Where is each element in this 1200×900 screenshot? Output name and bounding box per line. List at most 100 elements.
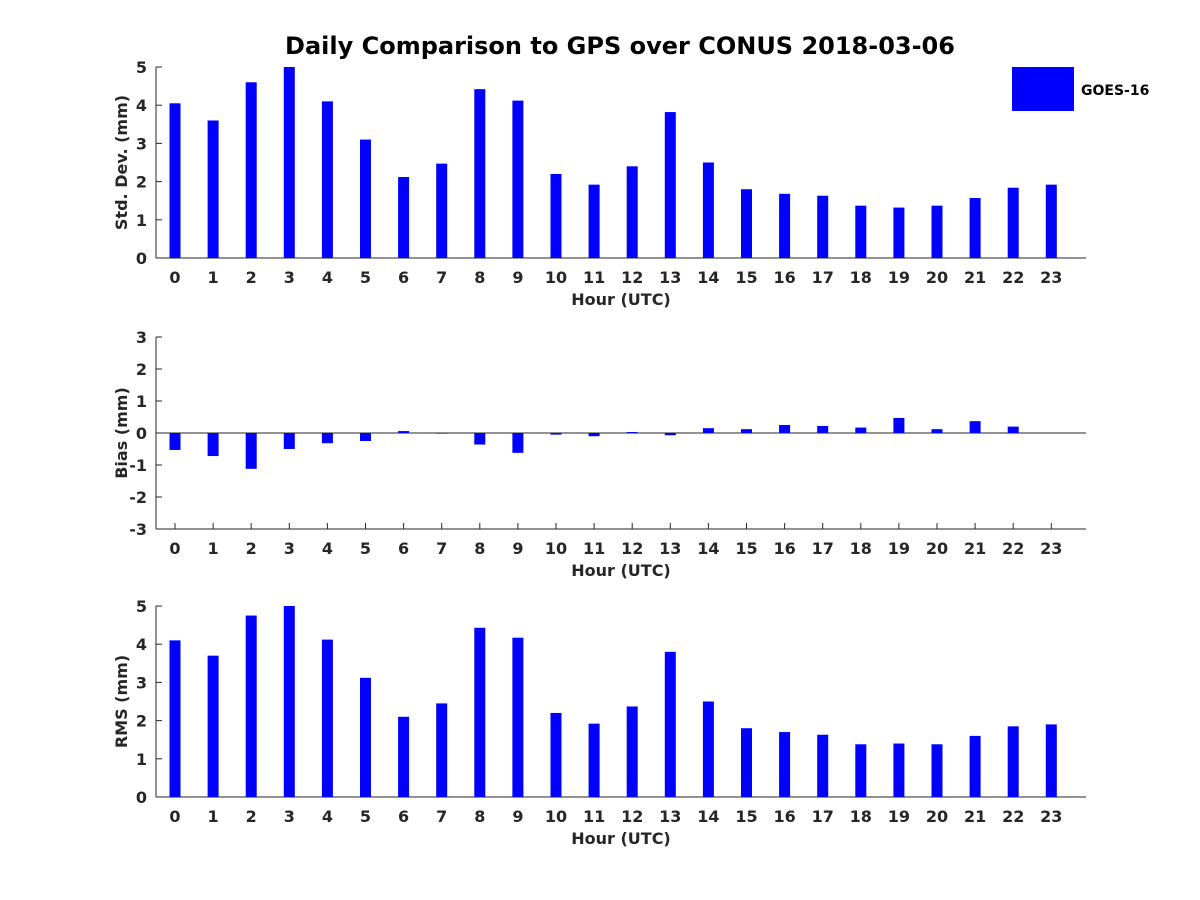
- x-tick-label: 15: [735, 539, 757, 558]
- x-tick-label: 4: [322, 539, 333, 558]
- y-tick-label: 4: [136, 635, 147, 654]
- x-tick-label: 5: [360, 539, 371, 558]
- x-tick-label: 12: [621, 539, 643, 558]
- bar-hour-6: [398, 716, 410, 797]
- x-tick-label: 17: [812, 268, 834, 287]
- bar-hour-16: [779, 425, 791, 433]
- bar-hour-12: [626, 706, 638, 797]
- x-tick-label: 13: [659, 268, 681, 287]
- bar-hour-21: [969, 198, 981, 258]
- bar-hour-22: [1007, 726, 1019, 797]
- bar-hour-13: [664, 112, 676, 259]
- bar-hour-19: [893, 743, 905, 797]
- bar-hour-9: [512, 433, 524, 453]
- bar-hour-16: [779, 193, 791, 258]
- y-tick-label: 0: [136, 788, 147, 807]
- bar-hour-2: [245, 82, 257, 258]
- bar-hour-1: [207, 120, 219, 258]
- bar-hour-9: [512, 100, 524, 258]
- bar-hour-7: [436, 163, 448, 258]
- x-tick-label: 22: [1002, 268, 1024, 287]
- bar-hour-2: [245, 615, 257, 797]
- x-tick-label: 5: [360, 268, 371, 287]
- y-axis-label: RMS (mm): [112, 655, 131, 748]
- x-tick-label: 3: [284, 807, 295, 826]
- x-tick-label: 8: [474, 539, 485, 558]
- bar-hour-6: [398, 431, 410, 433]
- x-tick-label: 14: [697, 539, 719, 558]
- bar-hour-19: [893, 207, 905, 258]
- x-tick-label: 0: [169, 807, 180, 826]
- y-tick-label: 1: [136, 750, 147, 769]
- bar-hour-18: [855, 205, 867, 258]
- bar-hour-6: [398, 177, 410, 258]
- bar-hour-13: [664, 651, 676, 797]
- x-tick-label: 6: [398, 268, 409, 287]
- bar-hour-20: [931, 205, 943, 258]
- x-axis-label: Hour (UTC): [571, 290, 671, 309]
- x-tick-label: 10: [545, 268, 567, 287]
- bar-hour-23: [1045, 184, 1057, 258]
- y-axis-label: Std. Dev. (mm): [112, 95, 131, 230]
- x-tick-label: 2: [246, 539, 257, 558]
- bar-hour-20: [931, 429, 943, 433]
- y-tick-label: 0: [136, 249, 147, 268]
- bar-hour-8: [474, 89, 486, 258]
- y-axis-label: Bias (mm): [112, 387, 131, 479]
- y-tick-label: 3: [136, 328, 147, 347]
- x-tick-label: 1: [208, 807, 219, 826]
- bar-hour-18: [855, 744, 867, 797]
- y-tick-label: -2: [129, 488, 147, 507]
- x-tick-label: 21: [964, 807, 986, 826]
- bar-hour-21: [969, 735, 981, 797]
- x-tick-label: 0: [169, 539, 180, 558]
- y-tick-label: 3: [136, 134, 147, 153]
- x-tick-label: 1: [208, 539, 219, 558]
- y-tick-label: 5: [136, 597, 147, 616]
- x-tick-label: 20: [926, 807, 948, 826]
- bar-hour-7: [436, 433, 448, 434]
- bar-hour-17: [817, 425, 829, 433]
- x-axis-label: Hour (UTC): [571, 561, 671, 580]
- bar-hour-11: [588, 723, 600, 797]
- bar-hour-15: [741, 429, 752, 433]
- bar-hour-16: [779, 732, 791, 797]
- x-tick-label: 9: [512, 539, 523, 558]
- bar-hour-5: [360, 433, 371, 441]
- bar-hour-10: [550, 433, 562, 435]
- bar-hour-10: [550, 712, 562, 797]
- bar-hour-7: [436, 703, 448, 797]
- y-tick-label: 2: [136, 173, 147, 192]
- x-tick-label: 19: [888, 807, 910, 826]
- bar-hour-4: [321, 433, 333, 444]
- x-tick-label: 8: [474, 268, 485, 287]
- x-tick-label: 23: [1040, 268, 1062, 287]
- x-tick-label: 16: [773, 268, 795, 287]
- bar-hour-11: [588, 433, 600, 437]
- x-tick-label: 21: [964, 539, 986, 558]
- bar-hour-14: [702, 428, 714, 433]
- x-tick-label: 11: [583, 807, 605, 826]
- bar-hour-19: [893, 417, 905, 433]
- y-tick-label: 1: [136, 392, 147, 411]
- y-tick-label: 1: [136, 211, 147, 230]
- x-tick-label: 7: [436, 807, 447, 826]
- bar-hour-14: [702, 701, 714, 797]
- bar-hour-4: [321, 639, 333, 797]
- bar-hour-0: [169, 103, 181, 258]
- bar-hour-0: [169, 640, 181, 797]
- bar-hour-8: [474, 433, 486, 445]
- bar-hour-2: [245, 433, 257, 469]
- bar-hour-21: [969, 421, 981, 433]
- bar-hour-13: [664, 433, 676, 436]
- x-tick-label: 2: [246, 807, 257, 826]
- x-tick-label: 17: [812, 539, 834, 558]
- x-tick-label: 8: [474, 807, 485, 826]
- x-tick-label: 1: [208, 268, 219, 287]
- x-tick-label: 22: [1002, 539, 1024, 558]
- bar-hour-3: [283, 606, 295, 797]
- bar-hour-5: [360, 139, 371, 258]
